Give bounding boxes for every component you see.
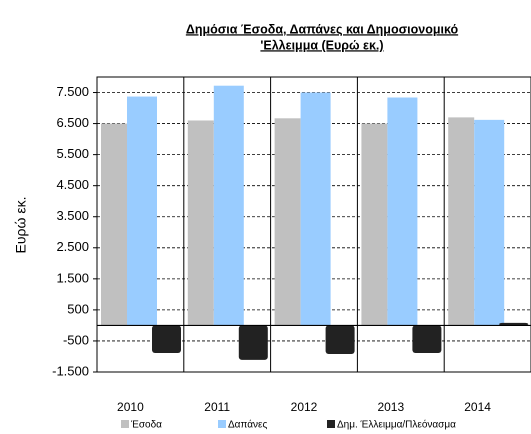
bar	[412, 325, 442, 354]
bar	[499, 322, 529, 326]
y-tick-label: 4.500	[56, 177, 89, 192]
legend-label: Έσοδα	[130, 420, 162, 431]
legend-swatch	[121, 420, 129, 428]
bar	[213, 85, 244, 326]
bar	[152, 325, 181, 354]
y-axis-label: Ευρώ εκ.	[13, 197, 29, 254]
bar	[127, 96, 157, 326]
x-tick-label: 2011	[204, 400, 230, 414]
bar	[101, 123, 127, 326]
bar	[387, 97, 418, 326]
bar	[238, 325, 268, 360]
legend-label: Δαπάνες	[228, 419, 267, 431]
chart-title: Δημόσια Έσοδα, Δαπάνες και Δημοσιονομικό	[186, 22, 459, 36]
bar	[474, 119, 505, 326]
y-tick-label: 6.500	[56, 115, 89, 130]
y-tick-label: -1.500	[52, 363, 89, 378]
bar	[325, 325, 355, 354]
x-tick-label: 2012	[291, 400, 318, 414]
y-tick-label: 2.500	[56, 239, 89, 254]
y-tick-label: 500	[67, 301, 89, 316]
x-tick-label: 2013	[377, 400, 404, 414]
bar	[187, 120, 214, 326]
legend-label: Δημ. Έλλειμμα/Πλεόνασμα	[337, 419, 456, 431]
bar	[300, 92, 331, 326]
bar	[448, 117, 475, 326]
bar	[274, 118, 301, 326]
legend-swatch	[327, 420, 335, 428]
y-tick-label: 3.500	[56, 208, 89, 223]
legend-swatch	[218, 420, 226, 428]
y-tick-label: 7.500	[56, 84, 89, 99]
y-tick-label: 1.500	[56, 270, 89, 285]
chart-title: 'Ελλειμμα (Ευρώ εκ.)	[260, 38, 383, 52]
y-tick-label: -500	[63, 332, 89, 347]
plot-border	[96, 76, 531, 373]
bar	[361, 123, 388, 326]
x-tick-label: 2010	[117, 400, 144, 414]
y-tick-label: 5.500	[56, 146, 89, 161]
x-tick-label: 2014	[464, 400, 491, 414]
